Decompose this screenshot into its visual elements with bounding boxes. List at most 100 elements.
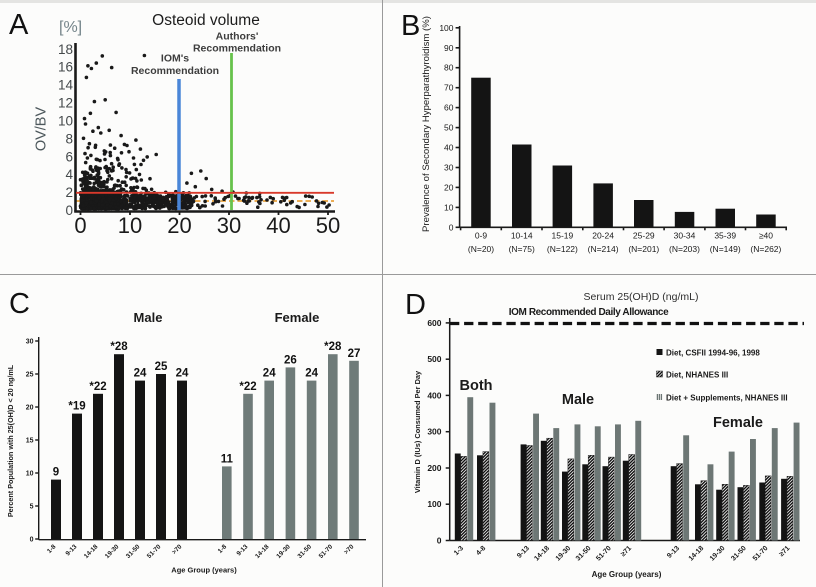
svg-text:51-70: 51-70 xyxy=(318,543,335,560)
svg-text:≥71: ≥71 xyxy=(778,545,791,558)
svg-text:50: 50 xyxy=(444,123,454,133)
svg-text:(N=203): (N=203) xyxy=(669,244,700,254)
svg-text:20-24: 20-24 xyxy=(592,231,614,241)
svg-text:30: 30 xyxy=(26,339,34,346)
svg-text:IOM Recommended Daily Allowanc: IOM Recommended Daily Allowance xyxy=(509,307,669,318)
svg-text:Percent Population with 25(OH): Percent Population with 25(OH)D < 20 ng/… xyxy=(6,364,15,517)
svg-text:50: 50 xyxy=(316,213,340,238)
svg-text:15-19: 15-19 xyxy=(552,231,574,241)
svg-text:30: 30 xyxy=(444,163,454,173)
svg-text:(N=75): (N=75) xyxy=(509,244,535,254)
svg-text:4: 4 xyxy=(65,167,73,182)
svg-text:18: 18 xyxy=(58,42,73,57)
svg-text:Prevalence of Secondary Hyperp: Prevalence of Secondary Hyperparathyroid… xyxy=(421,16,432,232)
svg-text:51-70: 51-70 xyxy=(146,543,163,560)
svg-text:12: 12 xyxy=(58,96,73,111)
svg-text:Recommendation: Recommendation xyxy=(193,43,281,55)
svg-text:31-50: 31-50 xyxy=(575,545,593,563)
svg-text:19-30: 19-30 xyxy=(104,543,121,560)
svg-text:Age Group (years): Age Group (years) xyxy=(592,570,662,579)
svg-text:14-18: 14-18 xyxy=(688,545,706,563)
svg-text:Male: Male xyxy=(134,310,163,325)
svg-text:14-18: 14-18 xyxy=(533,545,551,563)
svg-text:15: 15 xyxy=(26,438,34,445)
svg-text:9: 9 xyxy=(53,467,59,479)
svg-text:200: 200 xyxy=(427,463,441,473)
svg-text:19-30: 19-30 xyxy=(275,543,292,560)
svg-text:(N=149): (N=149) xyxy=(710,244,741,254)
svg-text:24: 24 xyxy=(305,368,318,380)
svg-text:OV/BV: OV/BV xyxy=(33,107,49,152)
svg-text:40: 40 xyxy=(444,143,454,153)
svg-text:9-13: 9-13 xyxy=(666,545,681,560)
svg-text:>70: >70 xyxy=(343,543,356,556)
svg-text:25: 25 xyxy=(26,372,34,379)
svg-text:5: 5 xyxy=(30,504,34,511)
svg-text:31-50: 31-50 xyxy=(125,543,142,560)
svg-text:6: 6 xyxy=(65,149,73,164)
svg-text:14-18: 14-18 xyxy=(83,543,100,560)
svg-text:35-39: 35-39 xyxy=(714,231,736,241)
svg-text:10: 10 xyxy=(26,471,34,478)
svg-text:11: 11 xyxy=(221,453,234,465)
svg-text:(N=262): (N=262) xyxy=(750,244,781,254)
svg-text:Vitamin D (IUs) Consumed Per D: Vitamin D (IUs) Consumed Per Day xyxy=(413,370,422,493)
svg-text:Diet, CSFII 1994-96, 1998: Diet, CSFII 1994-96, 1998 xyxy=(666,349,760,358)
svg-text:100: 100 xyxy=(427,499,441,509)
svg-text:10: 10 xyxy=(118,213,142,238)
svg-text:60: 60 xyxy=(444,103,454,113)
svg-text:4-8: 4-8 xyxy=(475,545,487,557)
svg-text:400: 400 xyxy=(427,390,441,400)
svg-text:24: 24 xyxy=(176,368,189,380)
svg-text:0: 0 xyxy=(30,537,34,544)
svg-text:500: 500 xyxy=(427,354,441,364)
svg-text:80: 80 xyxy=(444,63,454,73)
svg-text:2: 2 xyxy=(65,185,73,200)
svg-text:Osteoid volume: Osteoid volume xyxy=(152,12,260,29)
svg-text:70: 70 xyxy=(444,83,454,93)
svg-text:14: 14 xyxy=(58,78,74,93)
svg-text:25-29: 25-29 xyxy=(633,231,655,241)
svg-text:9-13: 9-13 xyxy=(516,545,531,560)
svg-text:51-70: 51-70 xyxy=(595,545,613,563)
svg-text:[%]: [%] xyxy=(59,19,82,36)
svg-text:9-13: 9-13 xyxy=(235,543,249,557)
svg-text:40: 40 xyxy=(266,213,290,238)
svg-text:20: 20 xyxy=(167,213,191,238)
svg-text:8: 8 xyxy=(65,131,73,146)
svg-text:30-34: 30-34 xyxy=(674,231,696,241)
svg-text:300: 300 xyxy=(427,427,441,437)
svg-text:(N=201): (N=201) xyxy=(628,244,659,254)
svg-text:0: 0 xyxy=(74,213,86,238)
svg-text:1-8: 1-8 xyxy=(217,543,229,555)
svg-text:100: 100 xyxy=(439,23,453,33)
svg-text:9-13: 9-13 xyxy=(64,543,78,557)
svg-text:31-50: 31-50 xyxy=(730,545,748,563)
svg-text:31-50: 31-50 xyxy=(296,543,313,560)
svg-text:(N=214): (N=214) xyxy=(588,244,619,254)
svg-text:Male: Male xyxy=(562,392,594,408)
svg-text:19-30: 19-30 xyxy=(555,545,573,563)
svg-text:Age Group (years): Age Group (years) xyxy=(171,566,237,575)
svg-text:1-3: 1-3 xyxy=(453,545,465,557)
svg-text:Both: Both xyxy=(459,378,492,394)
svg-text:16: 16 xyxy=(58,60,73,75)
svg-text:IOM's: IOM's xyxy=(161,53,189,65)
svg-text:(N=20): (N=20) xyxy=(468,244,494,254)
svg-text:Female: Female xyxy=(713,415,763,431)
svg-text:Recommendation: Recommendation xyxy=(131,65,219,77)
svg-text:14-18: 14-18 xyxy=(254,543,271,560)
svg-text:Diet, NHANES III: Diet, NHANES III xyxy=(666,371,728,380)
svg-text:Female: Female xyxy=(275,310,320,325)
svg-text:(N=122): (N=122) xyxy=(547,244,578,254)
svg-text:*22: *22 xyxy=(239,381,256,393)
svg-text:0: 0 xyxy=(449,222,454,232)
svg-text:26: 26 xyxy=(284,354,297,366)
svg-text:≥40: ≥40 xyxy=(759,231,773,241)
svg-text:*22: *22 xyxy=(89,381,106,393)
svg-text:≥71: ≥71 xyxy=(620,545,633,558)
svg-text:0-9: 0-9 xyxy=(475,231,488,241)
svg-text:Serum 25(OH)D (ng/mL): Serum 25(OH)D (ng/mL) xyxy=(584,291,699,303)
svg-text:Diet + Supplements, NHANES III: Diet + Supplements, NHANES III xyxy=(666,394,788,403)
svg-text:0: 0 xyxy=(437,536,442,546)
